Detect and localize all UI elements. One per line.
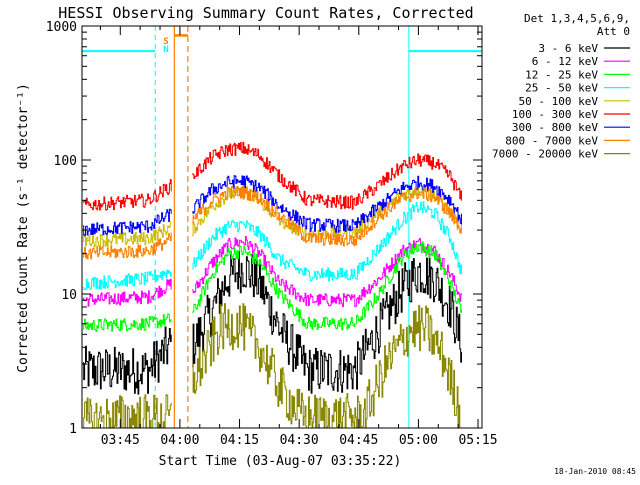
series-line-5 bbox=[82, 141, 462, 211]
legend-label-1: 6 - 12 keV bbox=[532, 55, 599, 68]
legend-label-2: 12 - 25 keV bbox=[525, 68, 598, 81]
y-tick-label-0: 1 bbox=[69, 422, 77, 437]
legend-label-0: 3 - 6 keV bbox=[538, 42, 598, 55]
series-line-7 bbox=[82, 185, 462, 260]
y-tick-label-3: 1000 bbox=[46, 20, 77, 35]
legend-label-5: 100 - 300 keV bbox=[512, 108, 598, 121]
series-group bbox=[82, 141, 462, 429]
legend-header-line-1: Det 1,3,4,5,6,9, bbox=[524, 12, 630, 25]
series-line-4 bbox=[82, 184, 462, 248]
x-tick-label-0: 03:45 bbox=[101, 433, 140, 448]
series-line-3 bbox=[82, 201, 462, 290]
saa-label: S bbox=[163, 37, 168, 47]
x-tick-label-2: 04:15 bbox=[220, 433, 259, 448]
y-tick-label-1: 10 bbox=[61, 288, 77, 303]
series-line-1 bbox=[82, 236, 462, 308]
legend-label-8: 7000 - 20000 keV bbox=[492, 148, 598, 161]
x-tick-label-5: 05:00 bbox=[399, 433, 438, 448]
series-line-0 bbox=[82, 251, 462, 395]
plot-frame bbox=[81, 25, 483, 429]
legend-label-7: 800 - 7000 keV bbox=[505, 134, 598, 147]
night-label: N bbox=[163, 45, 168, 55]
y-axis-label: Corrected Count Rate (s⁻¹ detector⁻¹) bbox=[16, 83, 31, 373]
series-line-6 bbox=[82, 175, 462, 236]
chart-title: HESSI Observing Summary Count Rates, Cor… bbox=[58, 4, 473, 22]
x-axis-label: Start Time (03-Aug-07 03:35:22) bbox=[159, 454, 402, 469]
x-tick-label-1: 04:00 bbox=[160, 433, 199, 448]
legend-header-line-2: Att 0 bbox=[597, 25, 630, 38]
series-line-2 bbox=[82, 241, 462, 332]
x-tick-label-6: 05:15 bbox=[458, 433, 497, 448]
footer-timestamp: 18-Jan-2010 08:45 bbox=[554, 467, 636, 476]
axes-group: 03:45 04:00 04:15 04:30 04:45 05:00 05:15 1 10 10… bbox=[46, 20, 498, 448]
legend-label-6: 300 - 800 keV bbox=[512, 121, 598, 134]
legend-label-3: 25 - 50 keV bbox=[525, 82, 598, 95]
legend-label-4: 50 - 100 keV bbox=[519, 95, 599, 108]
x-tick-label-4: 04:45 bbox=[339, 433, 378, 448]
y-tick-label-2: 100 bbox=[54, 154, 77, 169]
x-tick-label-3: 04:30 bbox=[280, 433, 319, 448]
